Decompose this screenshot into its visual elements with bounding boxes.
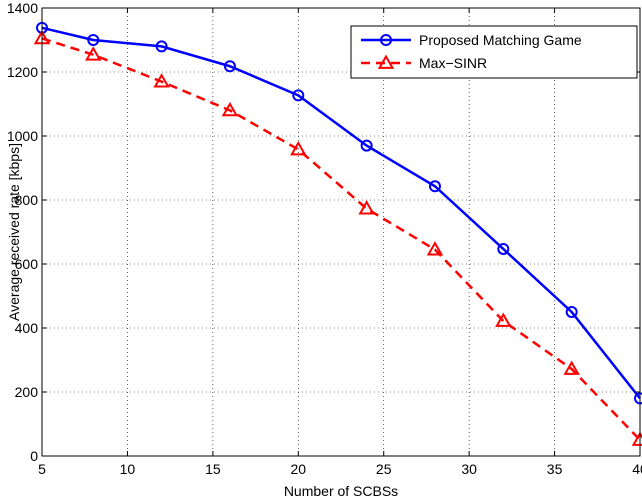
x-tick-label: 30: [461, 461, 477, 477]
series-2-point: [495, 312, 512, 327]
series-1-line: [41, 26, 641, 400]
x-axis-label: Number of SCBSs: [284, 483, 398, 499]
series-2-point: [358, 200, 375, 215]
series-layer: [33, 21, 642, 446]
y-axis-label: Average received rate [kbps]: [6, 143, 22, 321]
series-2-point: [426, 241, 444, 256]
grid: [42, 8, 640, 456]
series-1-point: [292, 89, 305, 102]
y-tick-label: 800: [15, 192, 39, 208]
series-1-point: [87, 34, 100, 46]
legend: Proposed Matching Game Max−SINR: [350, 25, 638, 79]
legend-box: [350, 25, 638, 79]
series-1-point: [223, 60, 236, 73]
x-tick-label: 5: [38, 461, 46, 477]
series-1: [36, 21, 642, 405]
legend-label-1: Proposed Matching Game: [419, 32, 582, 48]
y-tick-label: 1400: [7, 0, 38, 16]
x-tick-label: 25: [376, 461, 392, 477]
y-tick-label: 0: [30, 448, 38, 464]
series-2-point: [85, 46, 102, 61]
x-tick-label: 40: [632, 461, 642, 477]
y-tick-label: 400: [15, 320, 39, 336]
axis-ticks: 5101520253035400200400600800100012001400: [7, 0, 642, 477]
series-1-point: [155, 40, 168, 53]
legend-marker-2: [377, 54, 395, 69]
series-1-point: [497, 242, 510, 255]
series-1-point: [428, 180, 441, 193]
series-1-point: [360, 139, 373, 152]
series-2-point: [153, 73, 170, 88]
series-2-point: [221, 101, 239, 117]
y-tick-label: 1000: [7, 128, 38, 144]
plot-frame: [41, 7, 641, 457]
legend-items: Proposed Matching Game Max−SINR: [361, 32, 582, 71]
y-tick-label: 200: [15, 384, 39, 400]
x-tick-label: 10: [120, 461, 136, 477]
series-2-point: [563, 360, 580, 375]
x-tick-label: 15: [205, 461, 221, 477]
y-tick-label: 1200: [7, 64, 38, 80]
x-tick-label: 35: [547, 461, 563, 477]
series-2-point: [290, 140, 307, 156]
series-1-point: [565, 306, 578, 318]
y-tick-label: 600: [15, 256, 39, 272]
legend-label-2: Max−SINR: [419, 55, 487, 71]
series-2-line: [41, 37, 641, 441]
legend-marker-1: [380, 34, 392, 46]
x-tick-label: 20: [290, 461, 306, 477]
